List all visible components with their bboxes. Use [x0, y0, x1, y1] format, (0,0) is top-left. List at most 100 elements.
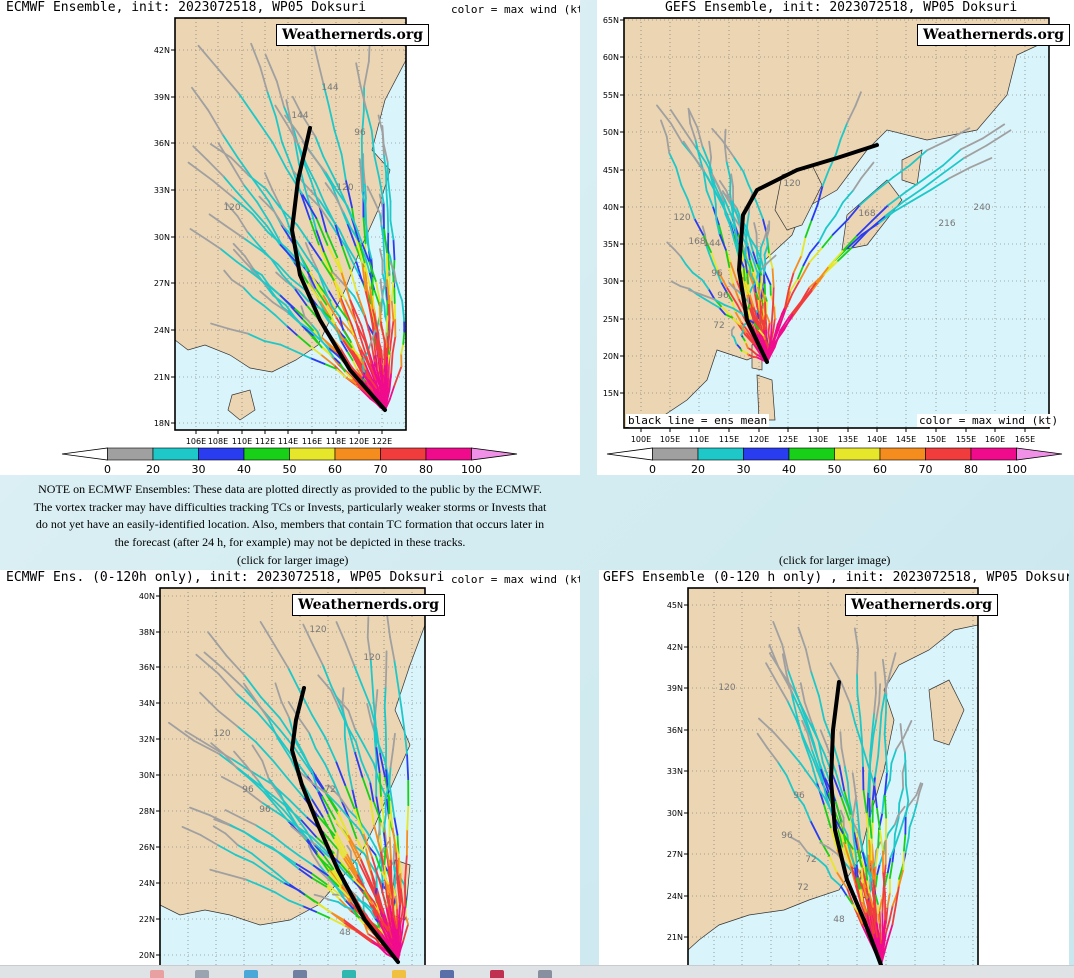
forecast-hour-label: 120 [783, 179, 800, 189]
lon-tick-label: 116E [302, 437, 322, 446]
forecast-hour-label: 144 [321, 83, 338, 93]
gefs-ensemble-map: 12021624016814496967212016865N60N55N50N4… [597, 0, 1074, 475]
ensemble-track-segment [397, 928, 398, 943]
lat-tick-label: 28N [139, 807, 155, 816]
lon-tick-label: 165E [1015, 435, 1035, 444]
ensemble-track-segment [383, 239, 384, 255]
forecast-hour-label: 120 [718, 683, 735, 693]
colorbar-label: 40 [237, 463, 251, 475]
forecast-hour-label: 120 [223, 203, 240, 213]
lon-tick-label: 125E [778, 435, 798, 444]
panel-title: ECMWF Ensemble, init: 2023072518, WP05 D… [6, 0, 366, 15]
ensemble-track-segment [385, 799, 386, 814]
ensemble-track-segment [374, 724, 375, 741]
lon-tick-label: 118E [326, 437, 346, 446]
ensemble-track-segment [857, 864, 858, 877]
ensemble-track-segment [905, 752, 906, 769]
ensemble-track-segment [772, 268, 773, 287]
colorbar-label: 40 [782, 463, 796, 475]
ensemble-track-segment [747, 272, 748, 283]
colorbar-swatch [290, 448, 336, 460]
ensemble-track-segment [858, 812, 859, 826]
lon-tick-label: 140E [867, 435, 887, 444]
colorbar-arrow-left [607, 448, 653, 460]
colorbar-swatch [335, 448, 381, 460]
ensemble-track-segment [387, 315, 388, 332]
lat-tick-label: 20N [603, 352, 619, 361]
ensemble-track-segment [774, 306, 775, 319]
click-for-larger-image-left[interactable]: (click for larger image) [237, 553, 348, 568]
ensemble-track-segment [866, 866, 867, 880]
ensemble-track-segment [856, 801, 857, 812]
forecast-hour-label: 240 [973, 203, 990, 213]
forecast-hour-label: 72 [805, 855, 816, 865]
forecast-hour-label: 72 [713, 321, 724, 331]
panel-title: GEFS Ensemble (0-120 h only) , init: 202… [603, 570, 1069, 585]
lat-tick-label: 33N [667, 767, 683, 776]
lon-tick-label: 114E [278, 437, 298, 446]
taskbar [0, 965, 1074, 978]
ensemble-track-segment [365, 183, 366, 198]
colorbar-swatch [426, 448, 472, 460]
lat-tick-label: 65N [603, 16, 619, 25]
colorbar-arrow-right [1017, 448, 1063, 460]
ensemble-track-segment [383, 133, 384, 154]
lat-tick-label: 18N [154, 419, 170, 428]
colorbar-label: 70 [374, 463, 388, 475]
ensemble-track-segment [769, 323, 770, 333]
lat-tick-label: 30N [139, 771, 155, 780]
ensemble-track-segment [368, 617, 369, 637]
lat-tick-label: 32N [139, 735, 155, 744]
colorbar-label: 30 [192, 463, 206, 475]
ensemble-track-segment [393, 239, 394, 259]
forecast-hour-label: 96 [242, 785, 254, 795]
lat-tick-label: 21N [154, 373, 170, 382]
lat-tick-label: 24N [154, 326, 170, 335]
lat-tick-label: 34N [139, 699, 155, 708]
lat-tick-label: 42N [667, 643, 683, 652]
lat-tick-label: 30N [154, 233, 170, 242]
lat-tick-label: 50N [603, 128, 619, 137]
ensemble-track-segment [366, 224, 367, 241]
colorbar-swatch [880, 448, 926, 460]
lat-tick-label: 45N [667, 601, 683, 610]
forecast-hour-label: 96 [793, 791, 805, 801]
ensemble-track-segment [771, 324, 772, 343]
watermark: Weathernerds.org [917, 24, 1070, 46]
ensemble-track-segment [385, 687, 386, 707]
click-for-larger-image-right[interactable]: (click for larger image) [779, 553, 890, 568]
color-legend-label: color = max wind (kt) [451, 3, 580, 16]
lat-tick-label: 40N [603, 203, 619, 212]
ensemble-track-segment [385, 365, 386, 388]
ensemble-track-segment [398, 857, 399, 875]
ensemble-track-segment [903, 851, 904, 870]
colorbar-arrow-right [472, 448, 518, 460]
forecast-hour-label: 120 [213, 729, 230, 739]
color-legend-label: color = max wind (kt) [917, 414, 1060, 427]
lon-tick-label: 106E [186, 437, 206, 446]
forecast-hour-label: 96 [717, 291, 729, 301]
ensemble-track-segment [388, 210, 389, 232]
colorbar-swatch [789, 448, 835, 460]
ensemble-track-segment [878, 913, 879, 923]
ensemble-track-segment [386, 670, 387, 686]
ensemble-track-segment [869, 774, 870, 797]
lon-tick-label: 110E [689, 435, 709, 444]
lon-tick-label: 100E [631, 435, 651, 444]
ensemble-track-segment [337, 850, 338, 859]
ensemble-track-segment [853, 829, 854, 839]
lat-tick-label: 38N [139, 628, 155, 637]
forecast-hour-label: 72 [797, 883, 808, 893]
colorbar-label: 100 [461, 463, 482, 475]
watermark: Weathernerds.org [845, 594, 998, 616]
panel-title: GEFS Ensemble, init: 2023072518, WP05 Do… [665, 0, 1017, 15]
lon-tick-label: 150E [926, 435, 946, 444]
ensemble-track-segment [388, 162, 389, 180]
colorbar-swatch [381, 448, 427, 460]
ensemble-track-segment [744, 267, 745, 281]
